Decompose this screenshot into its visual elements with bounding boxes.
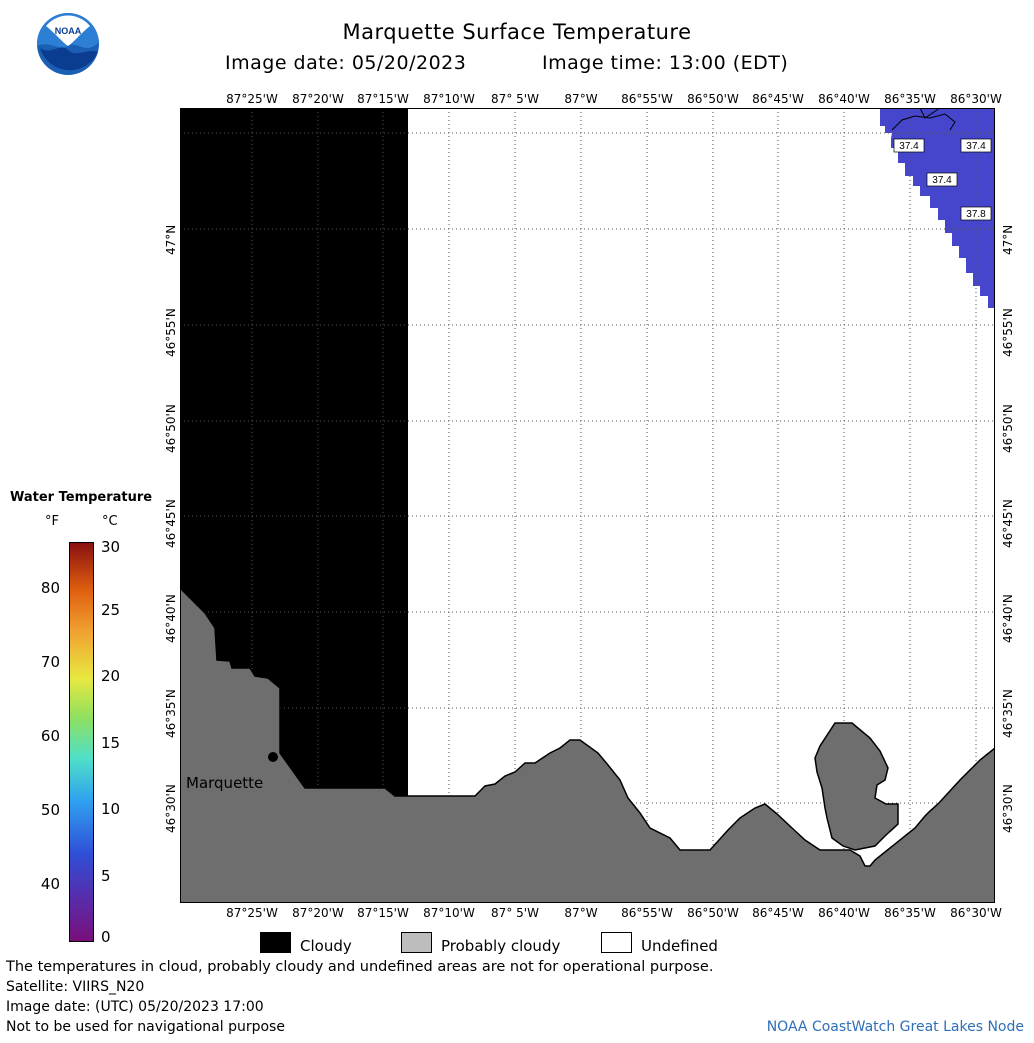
colorbar-title: Water Temperature — [10, 490, 153, 505]
lon-tick: 86°55'W — [621, 906, 673, 920]
svg-text:NOAA: NOAA — [55, 26, 82, 36]
c-tick: 30 — [101, 538, 121, 556]
lat-tick: 46°55'N — [1001, 308, 1015, 357]
lat-tick: 46°40'N — [1001, 594, 1015, 643]
legend-swatch-undefined — [601, 932, 632, 953]
map-frame — [180, 108, 995, 903]
legend-swatch-probably-cloudy — [401, 932, 432, 953]
f-tick: 70 — [40, 653, 60, 671]
lon-tick: 86°45'W — [752, 92, 804, 106]
legend-cloudy: Cloudy — [300, 937, 352, 955]
f-tick: 40 — [40, 875, 60, 893]
lon-tick: 86°30'W — [950, 906, 1002, 920]
lon-tick: 86°50'W — [687, 906, 739, 920]
colorbar-gradient — [69, 542, 94, 942]
lon-tick: 86°55'W — [621, 92, 673, 106]
water-temp-area — [880, 108, 995, 308]
lon-tick: 87°25'W — [226, 92, 278, 106]
map-canvas: 37.4 37.4 37.4 37.8 Marquette — [180, 108, 995, 903]
lon-tick: 86°40'W — [818, 906, 870, 920]
legend-undefined: Undefined — [641, 937, 718, 955]
lon-tick: 87°20'W — [292, 906, 344, 920]
coastline — [891, 108, 956, 131]
lon-tick: 87°15'W — [357, 92, 409, 106]
lon-tick: 87°W — [564, 92, 598, 106]
graticule — [180, 108, 995, 903]
lon-tick: 86°40'W — [818, 92, 870, 106]
lat-tick: 47°N — [1001, 224, 1015, 255]
lon-tick: 87°W — [564, 906, 598, 920]
lat-tick: 46°30'N — [1001, 784, 1015, 833]
c-tick: 20 — [101, 667, 121, 685]
navigation-warning: Not to be used for navigational purpose — [6, 1019, 285, 1035]
legend-probably-cloudy: Probably cloudy — [441, 937, 561, 955]
lat-tick: 46°30'N — [164, 784, 178, 833]
satellite-text: Satellite: VIIRS_N20 — [6, 979, 145, 995]
lon-tick: 87°15'W — [357, 906, 409, 920]
lat-tick: 46°40'N — [164, 594, 178, 643]
c-tick: 10 — [101, 800, 121, 818]
lon-tick: 87° 5'W — [491, 906, 539, 920]
lat-tick: 46°35'N — [1001, 689, 1015, 738]
f-tick: 50 — [40, 801, 60, 819]
page-title: Marquette Surface Temperature — [342, 20, 692, 44]
lat-tick: 46°50'N — [164, 404, 178, 453]
image-date: Image date: 05/20/2023 — [225, 52, 467, 74]
lon-tick: 86°30'W — [950, 92, 1002, 106]
lat-tick: 46°35'N — [164, 689, 178, 738]
temp-label: 37.8 — [966, 209, 986, 220]
lon-tick: 86°50'W — [687, 92, 739, 106]
credit-text: NOAA CoastWatch Great Lakes Node — [766, 1019, 1024, 1035]
lon-tick: 87°25'W — [226, 906, 278, 920]
lon-tick: 86°45'W — [752, 906, 804, 920]
image-time: Image time: 13:00 (EDT) — [542, 52, 789, 74]
f-tick: 80 — [40, 579, 60, 597]
lon-tick: 86°35'W — [884, 92, 936, 106]
city-marker — [268, 752, 278, 762]
lat-tick: 46°45'N — [164, 499, 178, 548]
temperature-labels: 37.4 37.4 37.4 37.8 — [893, 138, 992, 221]
unit-c: °C — [102, 514, 118, 529]
f-tick: 60 — [40, 727, 60, 745]
lon-tick: 87°20'W — [292, 92, 344, 106]
lon-tick: 87°10'W — [423, 92, 475, 106]
c-tick: 5 — [101, 867, 111, 885]
lat-tick: 46°55'N — [164, 308, 178, 357]
noaa-logo: NOAA — [36, 12, 100, 76]
lon-tick: 87° 5'W — [491, 92, 539, 106]
temp-label: 37.4 — [966, 141, 986, 152]
temp-label: 37.4 — [932, 175, 952, 186]
lat-tick: 46°50'N — [1001, 404, 1015, 453]
lat-tick: 46°45'N — [1001, 499, 1015, 548]
utc-date-text: Image date: (UTC) 05/20/2023 17:00 — [6, 999, 264, 1015]
lon-tick: 86°35'W — [884, 906, 936, 920]
legend-swatch-cloudy — [260, 932, 291, 953]
city-label: Marquette — [186, 774, 263, 792]
probably-cloudy-blob — [814, 722, 899, 851]
probably-cloudy-area — [180, 586, 995, 903]
c-tick: 0 — [101, 928, 111, 946]
c-tick: 25 — [101, 601, 121, 619]
temp-label: 37.4 — [899, 141, 919, 152]
unit-f: °F — [45, 514, 59, 529]
lat-tick: 47°N — [164, 224, 178, 255]
lon-tick: 87°10'W — [423, 906, 475, 920]
disclaimer-text: The temperatures in cloud, probably clou… — [6, 959, 714, 975]
c-tick: 15 — [101, 734, 121, 752]
